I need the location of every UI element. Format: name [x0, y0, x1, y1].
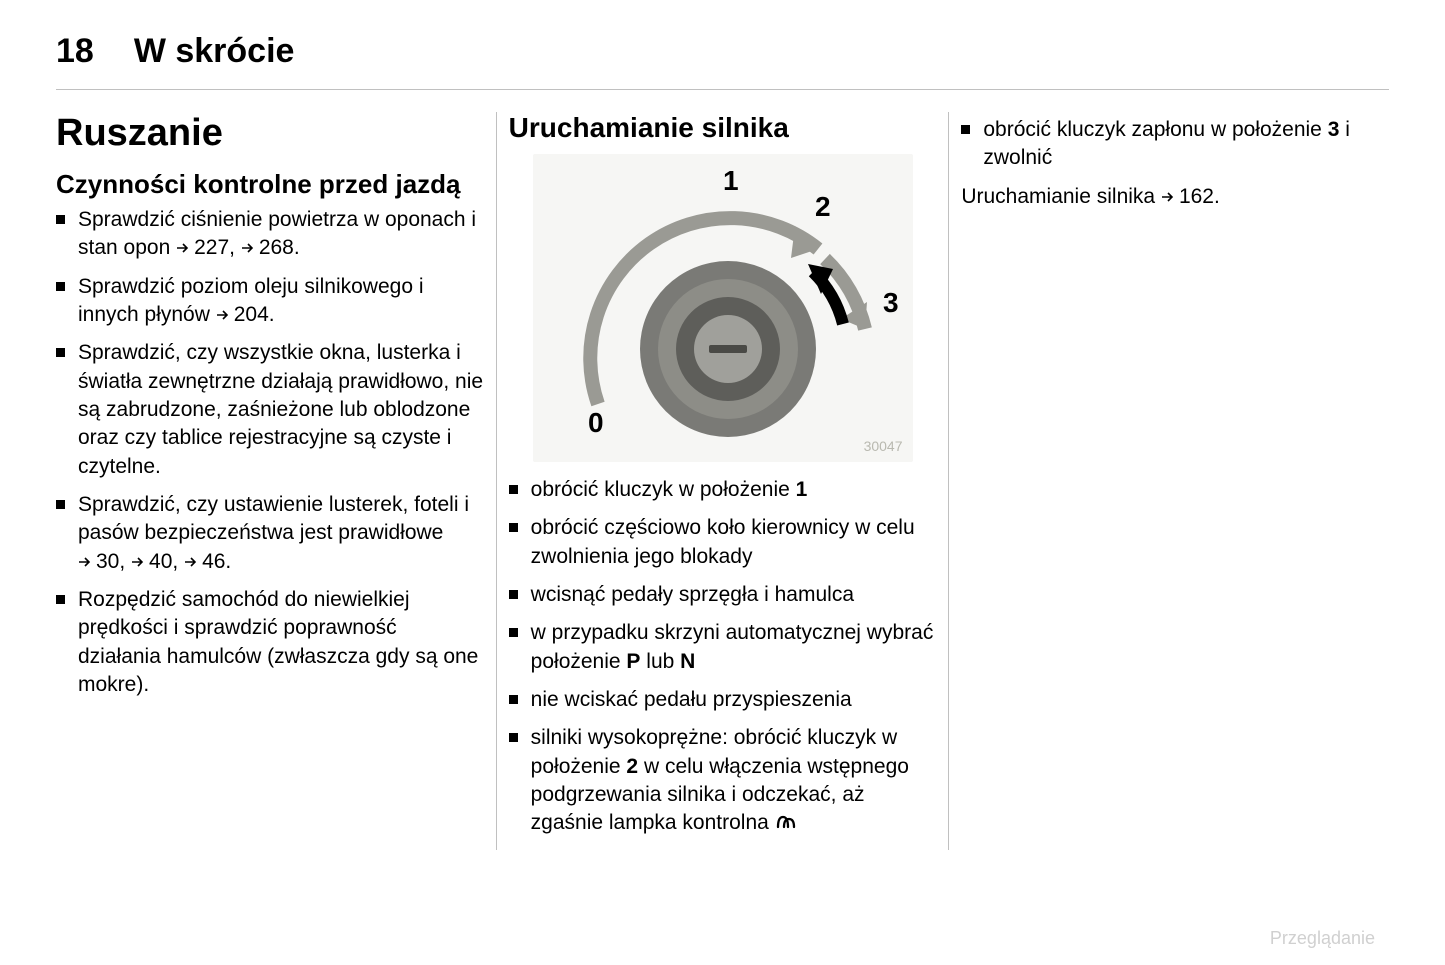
engine-start-ref: Uruchamianie silnika 162.: [961, 183, 1389, 211]
page-ref: 227: [176, 236, 229, 259]
list-item: wcisnąć pedały sprzęgła i hamulca: [509, 581, 937, 609]
ignition-figure: 0 1 2 3 30047: [533, 154, 913, 462]
list-item: Rozpędzić samochód do niewielkiej prędko…: [56, 586, 484, 699]
chapter-title: W skrócie: [134, 32, 295, 71]
page-number: 18: [56, 32, 94, 71]
footer-text: Przeglądanie: [1270, 928, 1375, 949]
list-item: w przypadku skrzyni automatycznej wybrać…: [509, 619, 937, 676]
page-ref: 46: [184, 550, 225, 573]
ignition-svg: 0 1 2 3: [533, 154, 913, 462]
list-item: obrócić kluczyk w położenie 1: [509, 476, 937, 504]
list-text: Sprawdzić, czy wszystkie okna, lusterka …: [78, 341, 483, 477]
subhead-engine-start: Uruchamianie silnika: [509, 112, 937, 144]
list-item: obrócić kluczyk zapłonu w położenie 3 i …: [961, 116, 1389, 173]
section-heading: Ruszanie: [56, 112, 484, 155]
xref-arrow-icon: [131, 555, 147, 569]
figure-id: 30047: [864, 438, 903, 454]
glow-plug-icon: [775, 811, 797, 839]
pos-0-label: 0: [588, 407, 604, 438]
list-item: Sprawdzić, czy ustawienie lusterek, fote…: [56, 491, 484, 576]
list-item: silniki wysokoprężne: obrócić kluczyk w …: [509, 724, 937, 839]
pos-2-label: 2: [815, 191, 831, 222]
column-2: Uruchamianie silnika: [497, 112, 950, 850]
xref-arrow-icon: [176, 241, 192, 255]
list-item: obrócić częściowo koło kierownicy w celu…: [509, 514, 937, 571]
page-ref: 162: [1161, 185, 1214, 208]
page-header: 18 W skrócie: [56, 32, 1389, 90]
engine-start-steps: obrócić kluczyk w położenie 1 obrócić cz…: [509, 476, 937, 840]
list-item: Sprawdzić ciśnienie powietrza w oponach …: [56, 206, 484, 263]
subsection-heading: Czynności kontrolne przed jazdą: [56, 169, 484, 200]
list-text: Rozpędzić samochód do niewielkiej prędko…: [78, 588, 478, 696]
page-ref: 204: [216, 303, 269, 326]
list-item: nie wciskać pedału przyspieszenia: [509, 686, 937, 714]
xref-arrow-icon: [78, 555, 94, 569]
list-item: Sprawdzić poziom oleju silnikowego i inn…: [56, 273, 484, 330]
page-ref: 268: [241, 236, 294, 259]
xref-arrow-icon: [241, 241, 257, 255]
pos-1-label: 1: [723, 165, 739, 196]
page-ref: 40: [131, 550, 172, 573]
xref-arrow-icon: [184, 555, 200, 569]
column-3: obrócić kluczyk zapłonu w położenie 3 i …: [949, 112, 1389, 850]
checklist-before-drive: Sprawdzić ciśnienie powietrza w oponach …: [56, 206, 484, 700]
xref-arrow-icon: [1161, 190, 1177, 204]
engine-start-continued: obrócić kluczyk zapłonu w położenie 3 i …: [961, 116, 1389, 173]
pos-3-label: 3: [883, 287, 899, 318]
list-text: Sprawdzić, czy ustawienie lusterek, fote…: [78, 493, 469, 544]
column-1: Ruszanie Czynności kontrolne przed jazdą…: [56, 112, 497, 850]
page-ref: 30: [78, 550, 119, 573]
xref-arrow-icon: [216, 308, 232, 322]
list-item: Sprawdzić, czy wszystkie okna, lusterka …: [56, 339, 484, 481]
